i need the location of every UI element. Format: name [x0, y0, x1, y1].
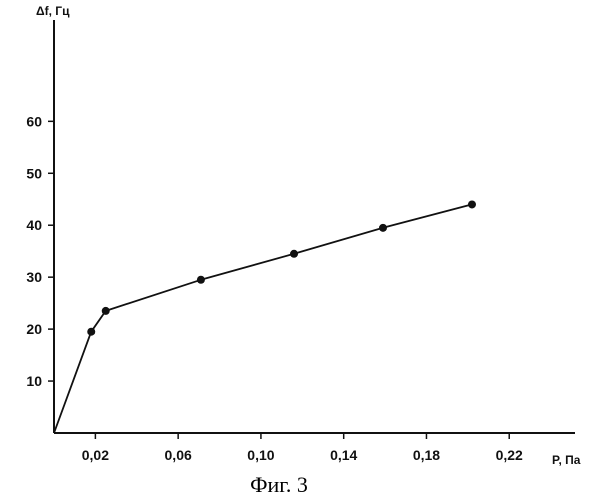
x-tick-label: 0,18: [413, 447, 440, 463]
y-tick-label: 20: [26, 321, 42, 337]
x-tick-label: 0,06: [165, 447, 192, 463]
data-point-marker: [87, 328, 95, 336]
y-tick-label: 40: [26, 217, 42, 233]
series-layer: [54, 200, 476, 433]
y-tick-label: 30: [26, 269, 42, 285]
y-tick-label: 60: [26, 113, 42, 129]
x-axis-label: P, Па: [552, 453, 581, 467]
x-tick-label: 0,14: [330, 447, 357, 463]
y-tick-label: 50: [26, 165, 42, 181]
figure-caption: Фиг. 3: [250, 472, 308, 497]
y-axis-ticks: 10 20 30 40 50 60: [26, 113, 54, 389]
x-tick-label: 0,22: [496, 447, 523, 463]
data-point-marker: [468, 200, 476, 208]
x-tick-label: 0,02: [82, 447, 109, 463]
plot-area: 10 20 30 40 50 60 0,02 0,06 0,10 0,14 0,18 0,22: [26, 20, 575, 463]
data-point-marker: [379, 224, 387, 232]
y-tick-label: 10: [26, 373, 42, 389]
series-line: [54, 204, 472, 433]
x-tick-label: 0,10: [247, 447, 274, 463]
x-axis-ticks: 0,02 0,06 0,10 0,14 0,18 0,22: [82, 433, 523, 463]
data-point-marker: [102, 307, 110, 315]
y-axis-label: Δf, Гц: [36, 4, 70, 18]
data-point-marker: [197, 276, 205, 284]
data-point-marker: [290, 250, 298, 258]
